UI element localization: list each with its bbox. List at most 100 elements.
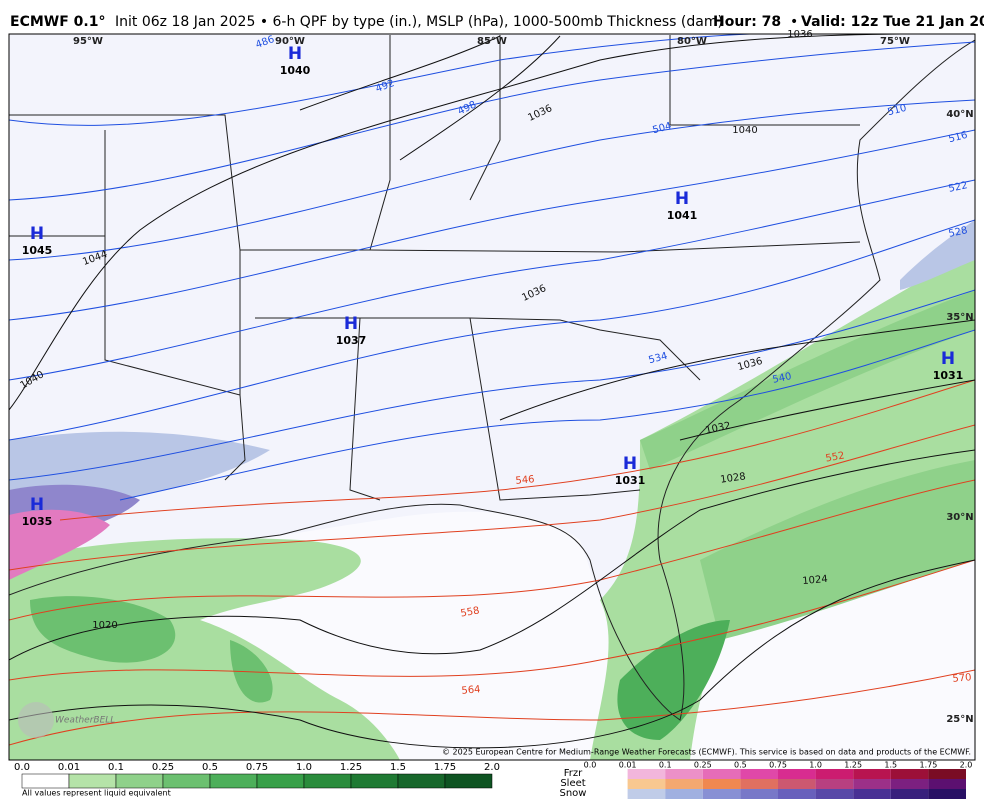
rain-scale-label: 0.25 (152, 762, 174, 773)
ptype-swatch (928, 769, 966, 779)
high-symbol: H (30, 224, 44, 244)
rain-swatch (162, 773, 211, 789)
rain-swatch (397, 773, 446, 789)
map-frame (8, 33, 976, 761)
high-symbol: H (623, 454, 637, 474)
ptype-swatch (853, 779, 891, 789)
ptype-row-label: Snow (560, 788, 587, 799)
ptype-scale-label: 0.25 (694, 761, 712, 770)
rain-scale-label: 0.75 (246, 762, 268, 773)
high-pressure: 1037 (336, 334, 367, 347)
ptype-swatch (778, 769, 816, 779)
longitude-label: 80°W (677, 36, 707, 47)
rain-swatch (21, 773, 70, 789)
latitude-label: 25°N (946, 714, 973, 725)
ptype-scale-label: 2.0 (960, 761, 973, 770)
rain-swatch (303, 773, 352, 789)
ptype-swatch (778, 779, 816, 789)
ptype-scale-label: 0.0 (584, 761, 597, 770)
copyright: © 2025 European Centre for Medium-Range … (442, 748, 971, 757)
ptype-swatch (853, 769, 891, 779)
isobar-label: 1036 (787, 29, 812, 40)
isobars (9, 34, 975, 749)
longitude-label: 75°W (880, 36, 910, 47)
isobar-label: 1032 (705, 420, 732, 436)
ptype-swatch (815, 779, 854, 789)
ptype-swatch (665, 789, 703, 799)
logo-mark (18, 702, 54, 738)
thickness-label: 540 (772, 371, 793, 386)
model: ECMWF 0.1° (10, 14, 105, 30)
thickness-lines (9, 34, 975, 501)
thickness-label: 516 (947, 130, 968, 146)
separator: • (790, 14, 798, 30)
ptype-swatch (740, 769, 778, 779)
isobar-label: 1020 (92, 620, 117, 631)
isobar-label: 1040 (732, 125, 757, 136)
hour: Hour: 78 (713, 14, 781, 30)
rain-swatch (256, 773, 305, 789)
ptype-swatch (702, 789, 741, 799)
thickness-label: 564 (461, 684, 481, 697)
rain-area (640, 290, 975, 470)
thickness-label: 534 (647, 351, 668, 367)
rain-scale-label: 1.0 (296, 762, 312, 773)
rain-area (30, 596, 176, 663)
logo: WeatherBELL (55, 716, 115, 726)
high-pressure: 1035 (22, 515, 53, 528)
rain-scale-label: 0.5 (202, 762, 218, 773)
ptype-scale-label: 0.1 (659, 761, 672, 770)
longitude-label: 95°W (73, 36, 103, 47)
latitude-label: 30°N (946, 512, 973, 523)
thickness-label: 552 (825, 450, 846, 464)
ptype-scale-label: 0.75 (769, 761, 787, 770)
ptype-scale-label: 1.75 (919, 761, 937, 770)
ptype-swatch (627, 769, 666, 779)
ptype-swatch (740, 779, 778, 789)
borders (9, 35, 975, 721)
high-pressure: 1041 (667, 209, 698, 222)
ptype-swatch (890, 779, 929, 789)
ptype-swatch (702, 779, 741, 789)
ptype-scale-label: 1.5 (884, 761, 897, 770)
thickness-lines-warm (9, 379, 975, 746)
ptype-swatch (665, 769, 703, 779)
ptype-scale-label: 0.01 (619, 761, 637, 770)
ptype-scale-label: 1.25 (844, 761, 862, 770)
isobar-label: 1028 (720, 471, 747, 485)
ptype-swatch (627, 789, 666, 799)
ptype-swatch (815, 769, 854, 779)
rain-area (700, 460, 975, 640)
high-pressure: 1045 (22, 244, 53, 257)
rain-swatch (444, 773, 493, 789)
ptype-swatch (702, 769, 741, 779)
longitude-label: 85°W (477, 36, 507, 47)
high-symbol: H (344, 314, 358, 334)
rain-scale-label: 1.5 (390, 762, 406, 773)
ptype-row-label: Sleet (560, 778, 585, 789)
rain-swatch (209, 773, 258, 789)
ptype-swatch (778, 789, 816, 799)
ptype-scale-label: 0.5 (734, 761, 747, 770)
rain-scale-label: 0.01 (58, 762, 80, 773)
rain-scale-label: 2.0 (484, 762, 500, 773)
legend: All values represent liquid equivalent 0… (14, 761, 973, 799)
legend-note: All values represent liquid equivalent (22, 789, 171, 798)
ptype-swatch (627, 779, 666, 789)
thickness-label: 510 (886, 103, 907, 119)
ptype-swatch (815, 789, 854, 799)
high-symbol: H (30, 495, 44, 515)
frzr-area (9, 509, 110, 580)
rain-area (9, 538, 400, 760)
rain-scale-label: 1.25 (340, 762, 362, 773)
valid: Valid: 12z Tue 21 Jan 2025 (801, 14, 984, 30)
thickness-label: 558 (460, 605, 481, 619)
high-pressure: 1031 (933, 369, 964, 382)
ptype-swatch (740, 789, 778, 799)
latitude-label: 35°N (946, 312, 973, 323)
thickness-label: 546 (515, 474, 535, 487)
ptype-swatch (928, 779, 966, 789)
ptype-swatch (665, 779, 703, 789)
ptype-swatch (890, 769, 929, 779)
longitude-label: 90°W (275, 36, 305, 47)
